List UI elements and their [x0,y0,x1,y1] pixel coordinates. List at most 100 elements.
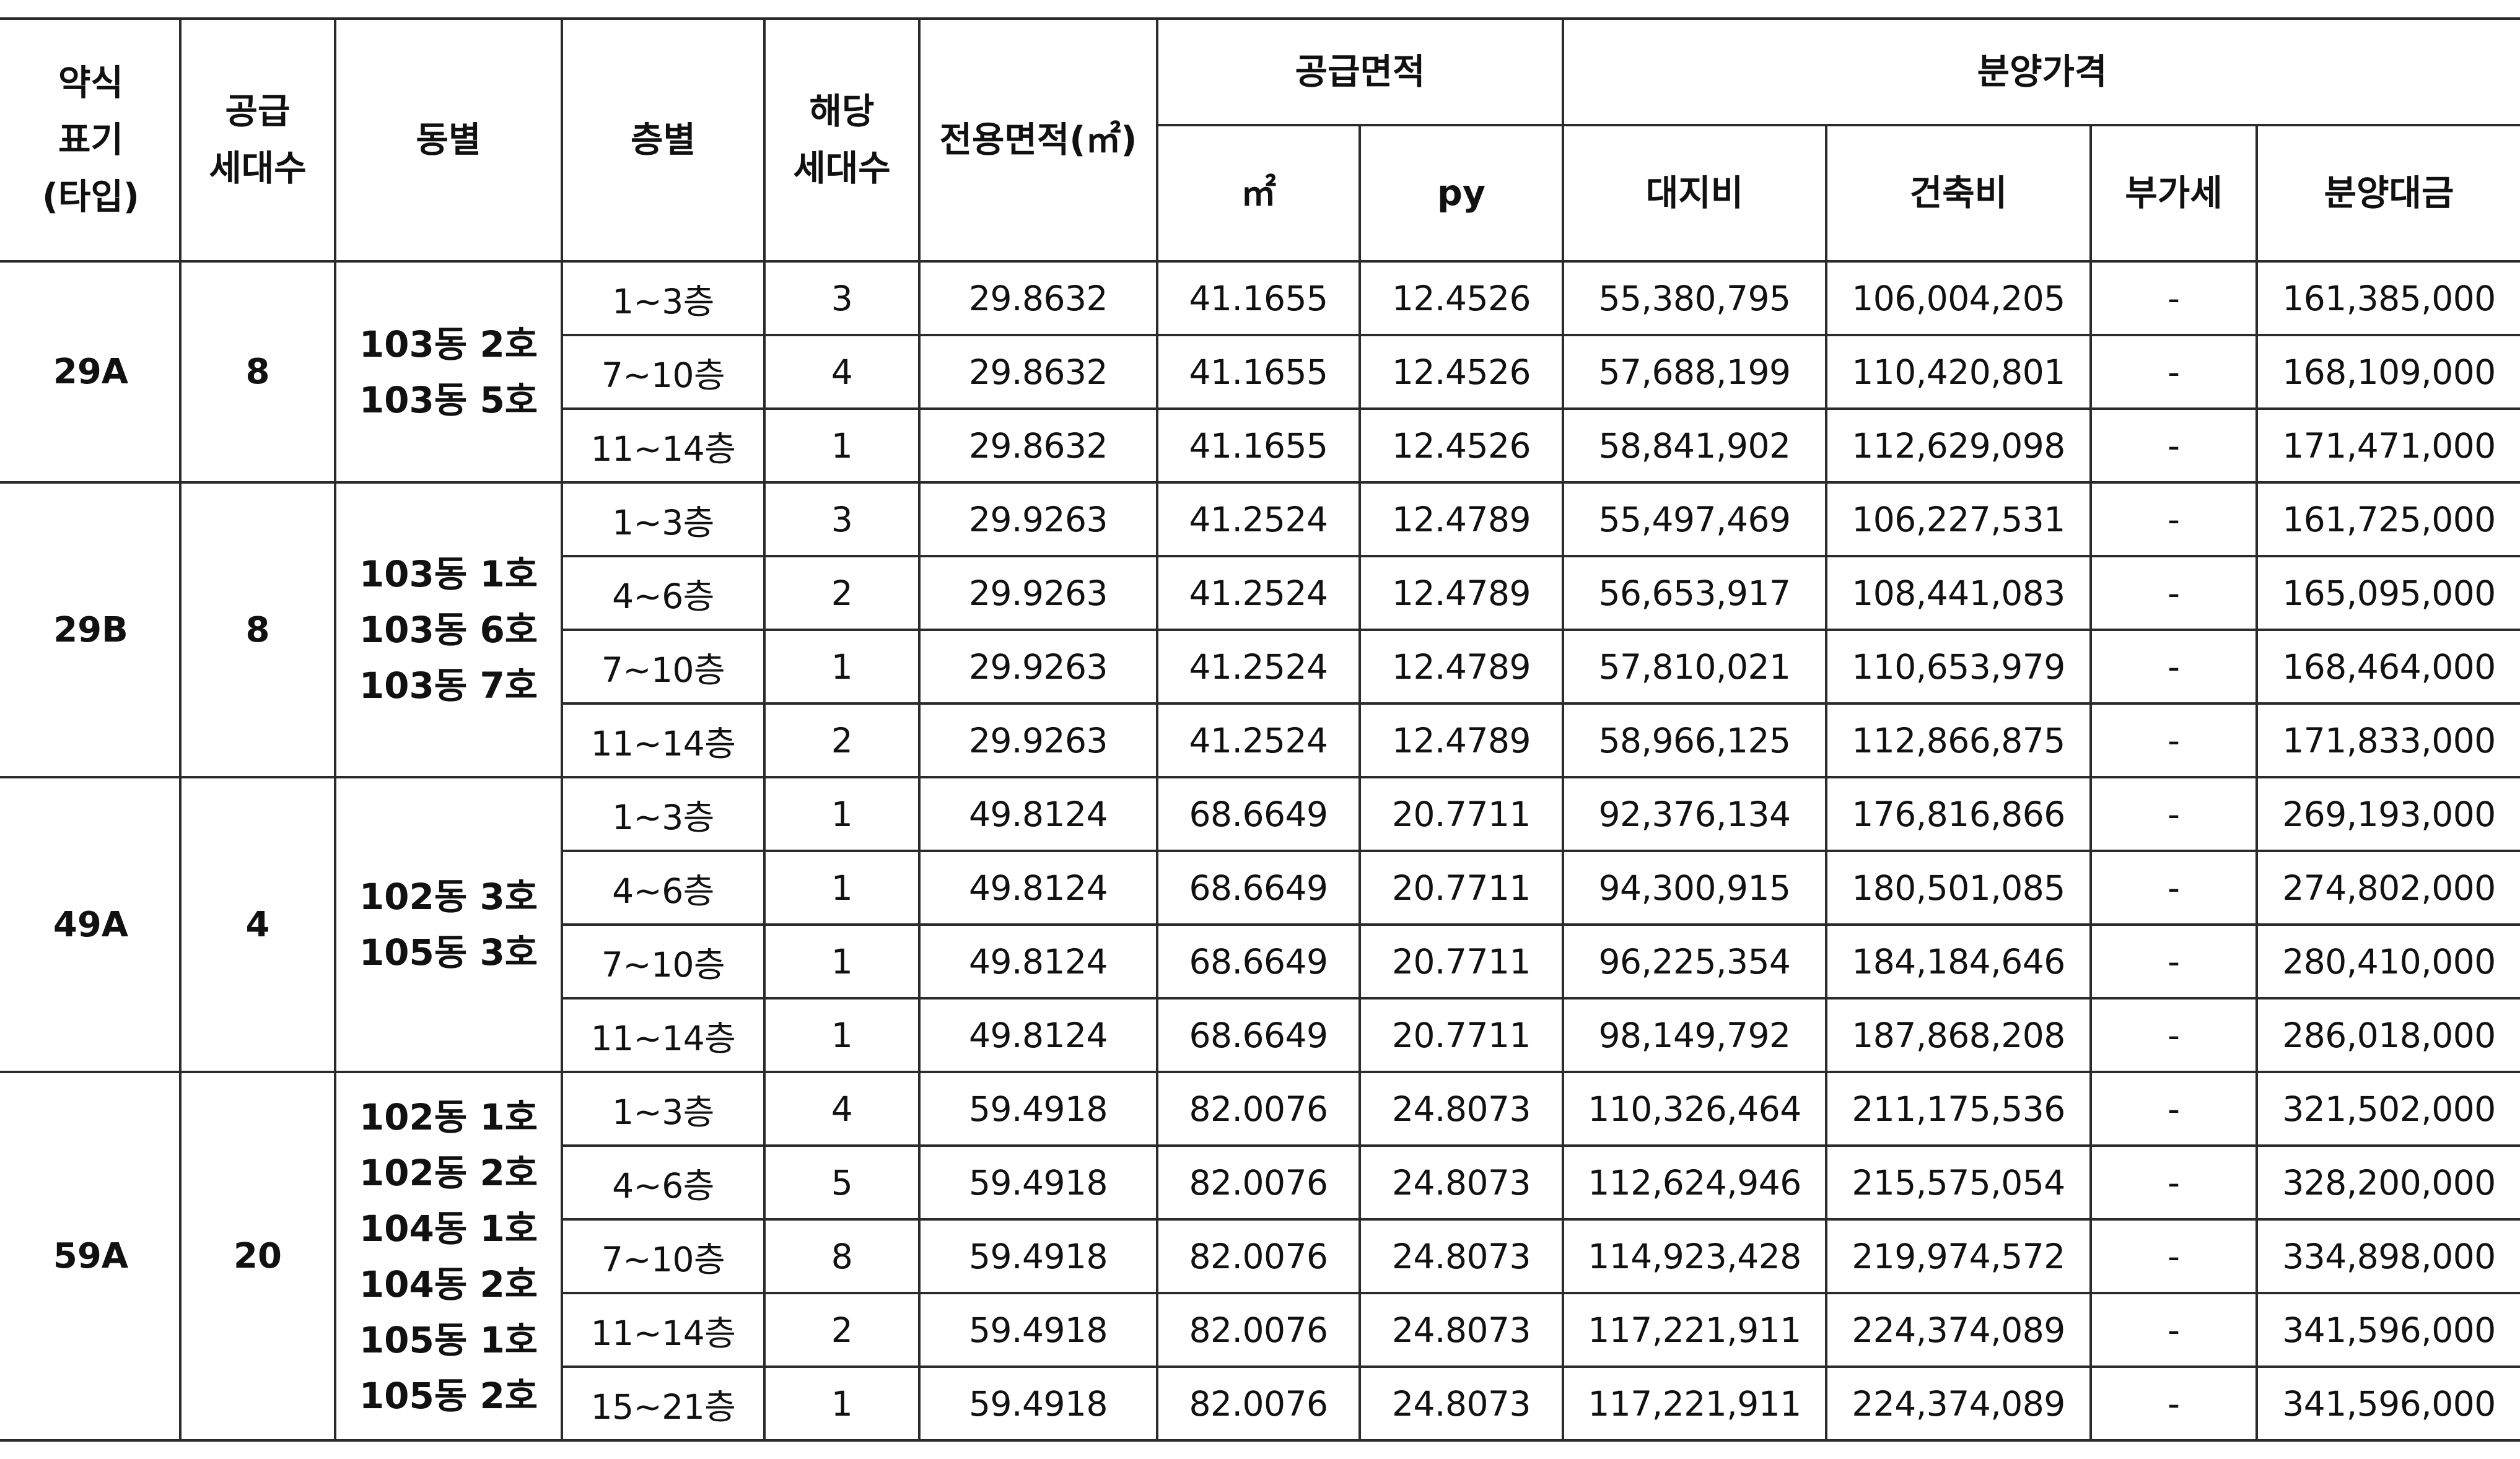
total-price-cell: 168,464,000 [2255,629,2520,705]
floor-cell: 15~21층 [562,1365,766,1442]
unit-count-cell: 2 [763,702,921,778]
exclusive-area-cell: 59.4918 [918,1365,1158,1442]
vat-cell: - [2089,260,2259,336]
table-row: 4~6층 1 49.8124 68.6649 20.7711 94,300,915 180,… [1,850,2520,926]
supply-area-m2-cell: 82.0076 [1156,1218,1361,1294]
vat-cell: - [2089,702,2259,778]
building-cost-cell: 112,629,098 [1825,407,2093,484]
vat-cell: - [2089,1144,2259,1221]
supply-area-py-cell: 24.8073 [1358,1365,1565,1442]
header-total-price: 분양대금 [2255,124,2520,263]
total-price-cell: 165,095,000 [2255,555,2520,631]
floor-cell: 7~10층 [562,923,766,1000]
table-row: 59A 20 102동 1호 102동 2호 104동 1호 104동 2호 105동 1호… [1,1071,2520,1442]
dong-line: 103동 5호 [359,378,538,421]
building-cost-cell: 219,974,572 [1825,1218,2093,1294]
land-cost-cell: 114,923,428 [1562,1218,1828,1294]
table-row: 7~10층 1 29.9263 41.2524 12.4789 57,810,021 110… [1,629,2520,705]
building-cost-cell: 110,420,801 [1825,334,2093,410]
exclusive-area-cell: 29.9263 [918,702,1158,778]
dong-line: 104동 2호 [359,1263,538,1305]
building-cost-cell: 187,868,208 [1825,997,2093,1073]
unit-count-cell: 2 [763,555,921,631]
header-vat: 부가세 [2089,124,2259,263]
dong-cell: 102동 3호 105동 3호 [334,776,563,1073]
type-cell: 29B [1,481,182,778]
floor-cell: 1~3층 [561,260,766,336]
supply-area-m2-cell: 41.2524 [1156,702,1361,778]
unit-count-cell: 1 [763,923,921,1000]
supply-area-m2-cell: 41.1655 [1156,260,1361,336]
building-cost-cell: 184,184,646 [1825,923,2093,1000]
building-cost-cell: 224,374,089 [1825,1292,2093,1368]
building-cost-cell: 108,441,083 [1825,555,2093,631]
supply-area-py-cell: 12.4526 [1358,334,1565,410]
land-cost-cell: 55,380,795 [1562,260,1828,336]
unit-count-cell: 8 [763,1218,921,1294]
supply-area-py-cell: 20.7711 [1358,776,1565,852]
floor-cell: 11~14층 [562,1292,766,1368]
vat-cell: - [2089,923,2259,1000]
supply-area-m2-cell: 82.0076 [1156,1071,1361,1147]
floor-cell: 7~10층 [562,1218,766,1294]
land-cost-cell: 117,221,911 [1562,1365,1828,1442]
unit-count-cell: 3 [763,481,921,557]
floor-cell: 4~6층 [562,555,766,631]
supply-area-m2-cell: 41.2524 [1156,555,1361,631]
dong-line: 105동 2호 [359,1374,538,1417]
building-cost-cell: 112,866,875 [1825,702,2093,778]
table-row: 4~6층 5 59.4918 82.0076 24.8073 112,624,946 215… [1,1144,2520,1221]
dong-line: 105동 1호 [359,1318,538,1361]
supply-area-py-cell: 24.8073 [1358,1292,1565,1368]
floor-cell: 1~3층 [561,776,766,852]
table-row: 4~6층 2 29.9263 41.2524 12.4789 56,653,917 108,… [1,555,2520,631]
building-cost-cell: 110,653,979 [1825,629,2093,705]
table-row: 11~14층 2 29.9263 41.2524 12.4789 58,966,125 11… [1,702,2520,778]
header-row-bottom: ㎡ py 대지비 건축비 부가세 분양대금 [1,124,2520,263]
supply-units-cell: 8 [179,260,336,484]
dong-line: 104동 1호 [359,1207,538,1250]
land-cost-cell: 58,966,125 [1562,702,1828,778]
vat-cell: - [2089,1365,2259,1442]
supply-area-m2-cell: 68.6649 [1156,997,1361,1073]
exclusive-area-cell: 29.9263 [918,481,1158,557]
exclusive-area-cell: 59.4918 [918,1218,1158,1294]
supply-area-m2-cell: 68.6649 [1156,776,1361,852]
dong-line: 103동 7호 [359,664,538,707]
building-cost-cell: 176,816,866 [1825,776,2093,852]
total-price-cell: 161,385,000 [2255,260,2520,336]
floor-cell: 1~3층 [561,481,766,557]
total-price-cell: 334,898,000 [2255,1218,2520,1294]
dong-line: 103동 1호 [359,553,538,595]
total-price-cell: 286,018,000 [2255,997,2520,1073]
header-row-top: 약식 표기 (타입) 공급 세대수 동별 층별 해당 세대수 전용면적(㎡) 공… [1,17,2520,263]
land-cost-cell: 98,149,792 [1562,997,1828,1073]
land-cost-cell: 56,653,917 [1562,555,1828,631]
dong-line: 105동 3호 [359,931,538,973]
floor-cell: 4~6층 [562,1144,766,1221]
supply-units-cell: 4 [179,776,336,1073]
unit-count-cell: 2 [763,1292,921,1368]
table-row: 49A 4 102동 3호 105동 3호 1~3층 1 49.8124 68.6649 20.… [1,776,2520,1073]
total-price-cell: 161,725,000 [2255,481,2520,557]
building-cost-cell: 211,175,536 [1825,1071,2093,1147]
land-cost-cell: 92,376,134 [1562,776,1828,852]
supply-units-cell: 20 [179,1071,336,1442]
dong-line: 103동 6호 [359,609,538,651]
vat-cell: - [2089,1292,2259,1368]
exclusive-area-cell: 49.8124 [918,776,1158,852]
land-cost-cell: 55,497,469 [1562,481,1828,557]
floor-cell: 7~10층 [562,334,766,410]
vat-cell: - [2089,1071,2259,1147]
header-floor: 층별 [561,17,766,263]
building-cost-cell: 180,501,085 [1825,850,2093,926]
total-price-cell: 280,410,000 [2255,923,2520,1000]
supply-area-m2-cell: 68.6649 [1156,923,1361,1000]
table-header: 약식 표기 (타입) 공급 세대수 동별 층별 해당 세대수 전용면적(㎡) 공… [1,17,2520,263]
land-cost-cell: 57,810,021 [1562,629,1828,705]
supply-area-m2-cell: 68.6649 [1156,850,1361,926]
total-price-cell: 171,833,000 [2255,702,2520,778]
total-price-cell: 328,200,000 [2255,1144,2520,1221]
building-cost-cell: 215,575,054 [1825,1144,2093,1221]
header-supply-area-py: py [1358,124,1565,263]
